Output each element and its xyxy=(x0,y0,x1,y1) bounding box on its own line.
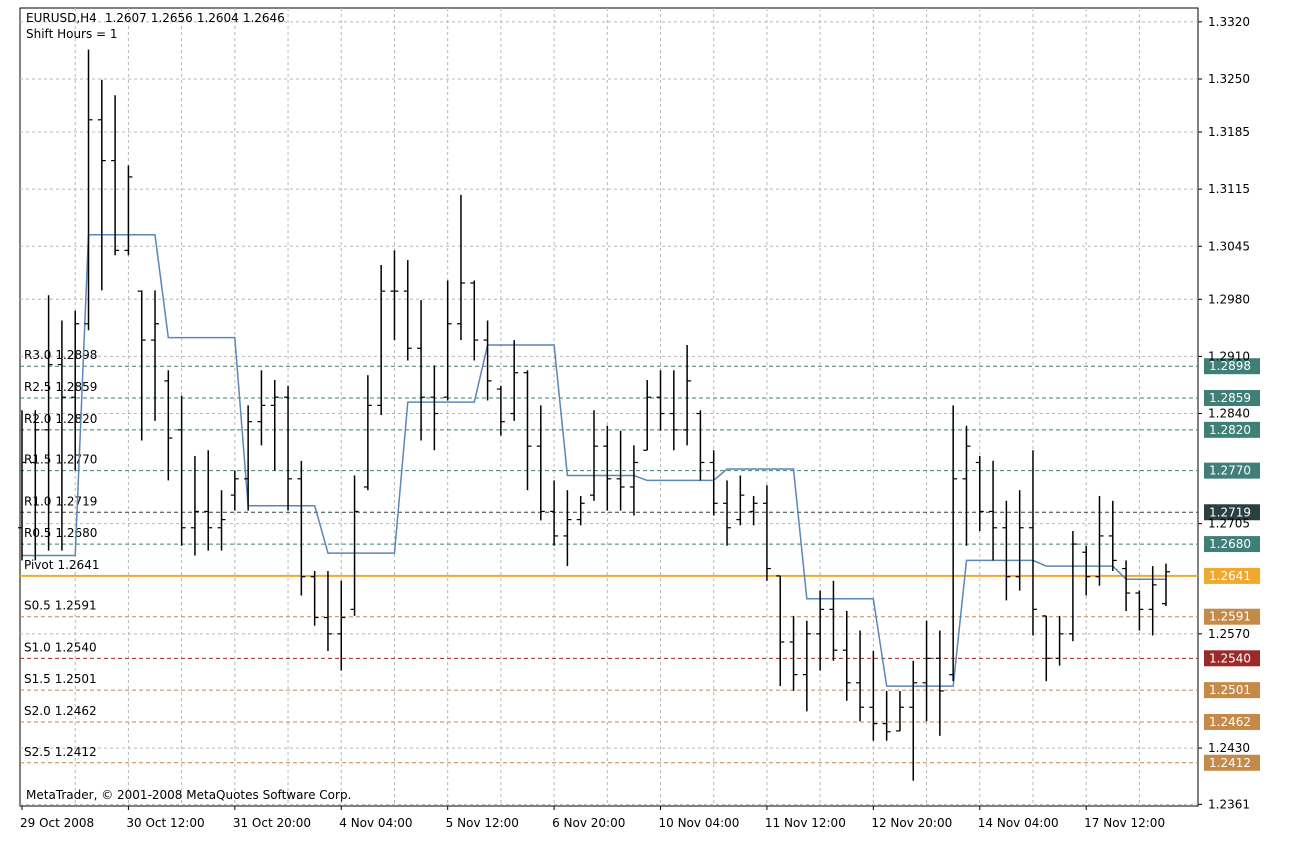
level-name: R3.0 xyxy=(24,348,51,362)
level-tag xyxy=(1204,650,1260,667)
level-tag xyxy=(1204,608,1260,625)
bars xyxy=(18,49,1170,781)
level-name: S2.0 xyxy=(24,704,51,718)
x-tick-label: 5 Nov 12:00 xyxy=(446,816,519,830)
level-value: 1.2820 xyxy=(55,412,97,426)
level-tag-label: 1.2540 xyxy=(1209,651,1251,665)
level-tag xyxy=(1204,421,1260,438)
level-text: Pivot 1.2641 xyxy=(24,558,99,572)
level-tag-label: 1.2770 xyxy=(1209,464,1251,478)
y-tick-label: 1.2910 xyxy=(1208,349,1250,363)
y-tick-label: 1.2570 xyxy=(1208,627,1250,641)
y-tick-label: 1.3250 xyxy=(1208,72,1250,86)
plot-frame xyxy=(19,7,1199,807)
level-tag-label: 1.2501 xyxy=(1209,683,1251,697)
level-name: S2.5 xyxy=(24,745,51,759)
last-high: 1.2656 xyxy=(151,11,193,25)
level-tag xyxy=(1204,358,1260,375)
level-tag xyxy=(1204,462,1260,479)
y-tick-label: 1.2840 xyxy=(1208,407,1250,421)
level-tag xyxy=(1204,567,1260,584)
level-name: S1.5 xyxy=(24,672,51,686)
chart-header: EURUSD,H4 1.2607 1.2656 1.2604 1.2646 xyxy=(26,11,285,25)
level-tag-label: 1.2859 xyxy=(1209,391,1251,405)
level-text: S1.0 1.2540 xyxy=(24,640,97,654)
level-value: 1.2770 xyxy=(55,453,97,467)
y-tick-label: 1.3185 xyxy=(1208,125,1250,139)
last-low: 1.2604 xyxy=(197,11,239,25)
level-text: S2.0 1.2462 xyxy=(24,704,97,718)
y-tick-label: 1.2361 xyxy=(1208,797,1250,811)
level-value: 1.2462 xyxy=(55,704,97,718)
level-text: S2.5 1.2412 xyxy=(24,745,97,759)
x-tick-label: 11 Nov 12:00 xyxy=(765,816,846,830)
level-name: R1.0 xyxy=(24,494,51,508)
level-tag-label: 1.2719 xyxy=(1209,505,1251,519)
level-name: R2.5 xyxy=(24,380,51,394)
x-tick-label: 30 Oct 12:00 xyxy=(126,816,204,830)
y-tick-label: 1.3320 xyxy=(1208,15,1250,29)
symbol: EURUSD,H4 xyxy=(26,11,97,25)
y-tick-label: 1.2705 xyxy=(1208,517,1250,531)
level-tag xyxy=(1204,536,1260,553)
last-open: 1.2607 xyxy=(105,11,147,25)
x-tick-label: 12 Nov 20:00 xyxy=(871,816,952,830)
level-name: S1.0 xyxy=(24,640,51,654)
axis: 1.3320 1.3250 1.3185 1.3115 1.3045 1.2980 1.29… xyxy=(20,15,1250,830)
level-name: R1.5 xyxy=(24,453,51,467)
x-tick-label: 17 Nov 12:00 xyxy=(1084,816,1165,830)
x-tick-label: 4 Nov 04:00 xyxy=(339,816,412,830)
x-tick-label: 14 Nov 04:00 xyxy=(978,816,1059,830)
level-value: 1.2501 xyxy=(55,672,97,686)
level-text: S0.5 1.2591 xyxy=(24,599,97,613)
level-tag-label: 1.2591 xyxy=(1209,610,1251,624)
y-tick-label: 1.3115 xyxy=(1208,182,1250,196)
last-close: 1.2646 xyxy=(243,11,285,25)
level-name: Pivot xyxy=(24,558,54,572)
x-tick-label: 6 Nov 20:00 xyxy=(552,816,625,830)
level-tag xyxy=(1204,390,1260,407)
level-value: 1.2412 xyxy=(55,745,97,759)
level-value: 1.2540 xyxy=(55,640,97,654)
level-tag xyxy=(1204,754,1260,771)
level-tag-label: 1.2898 xyxy=(1209,359,1251,373)
y-tick-label: 1.2980 xyxy=(1208,292,1250,306)
level-tag-label: 1.2641 xyxy=(1209,569,1251,583)
level-name: R2.0 xyxy=(24,412,51,426)
level-text: S1.5 1.2501 xyxy=(24,672,97,686)
level-text: R2.0 1.2820 xyxy=(24,412,97,426)
level-tag xyxy=(1204,504,1260,521)
level-tag-label: 1.2462 xyxy=(1209,715,1251,729)
footer: MetaTrader, © 2001-2008 MetaQuotes Softw… xyxy=(26,788,351,802)
x-tick-label: 10 Nov 04:00 xyxy=(659,816,740,830)
level-text: R1.5 1.2770 xyxy=(24,453,97,467)
y-tick-label: 1.3045 xyxy=(1208,239,1250,253)
level-value: 1.2859 xyxy=(55,380,97,394)
level-tag xyxy=(1204,682,1260,699)
level-value: 1.2591 xyxy=(55,599,97,613)
level-tag xyxy=(1204,713,1260,730)
level-tag-label: 1.2680 xyxy=(1209,537,1251,551)
level-text: R2.5 1.2859 xyxy=(24,380,97,394)
level-value: 1.2719 xyxy=(55,494,97,508)
level-text: R1.0 1.2719 xyxy=(24,494,97,508)
level-name: R0.5 xyxy=(24,526,51,540)
level-value: 1.2641 xyxy=(57,558,99,572)
level-text: R3.0 1.2898 xyxy=(24,348,97,362)
level-tag-label: 1.2412 xyxy=(1209,756,1251,770)
grid xyxy=(20,8,1198,806)
level-value: 1.2898 xyxy=(55,348,97,362)
x-tick-label: 29 Oct 2008 xyxy=(20,816,94,830)
y-tick-label: 1.2430 xyxy=(1208,741,1250,755)
x-tick-label: 31 Oct 20:00 xyxy=(233,816,311,830)
level-name: S0.5 xyxy=(24,599,51,613)
levels: R3.0 1.2898 1.2898 R2.5 1.2859 1.2859 R2.0 1.28… xyxy=(20,348,1260,771)
level-tag-label: 1.2820 xyxy=(1209,423,1251,437)
subtitle: Shift Hours = 1 xyxy=(26,27,118,41)
